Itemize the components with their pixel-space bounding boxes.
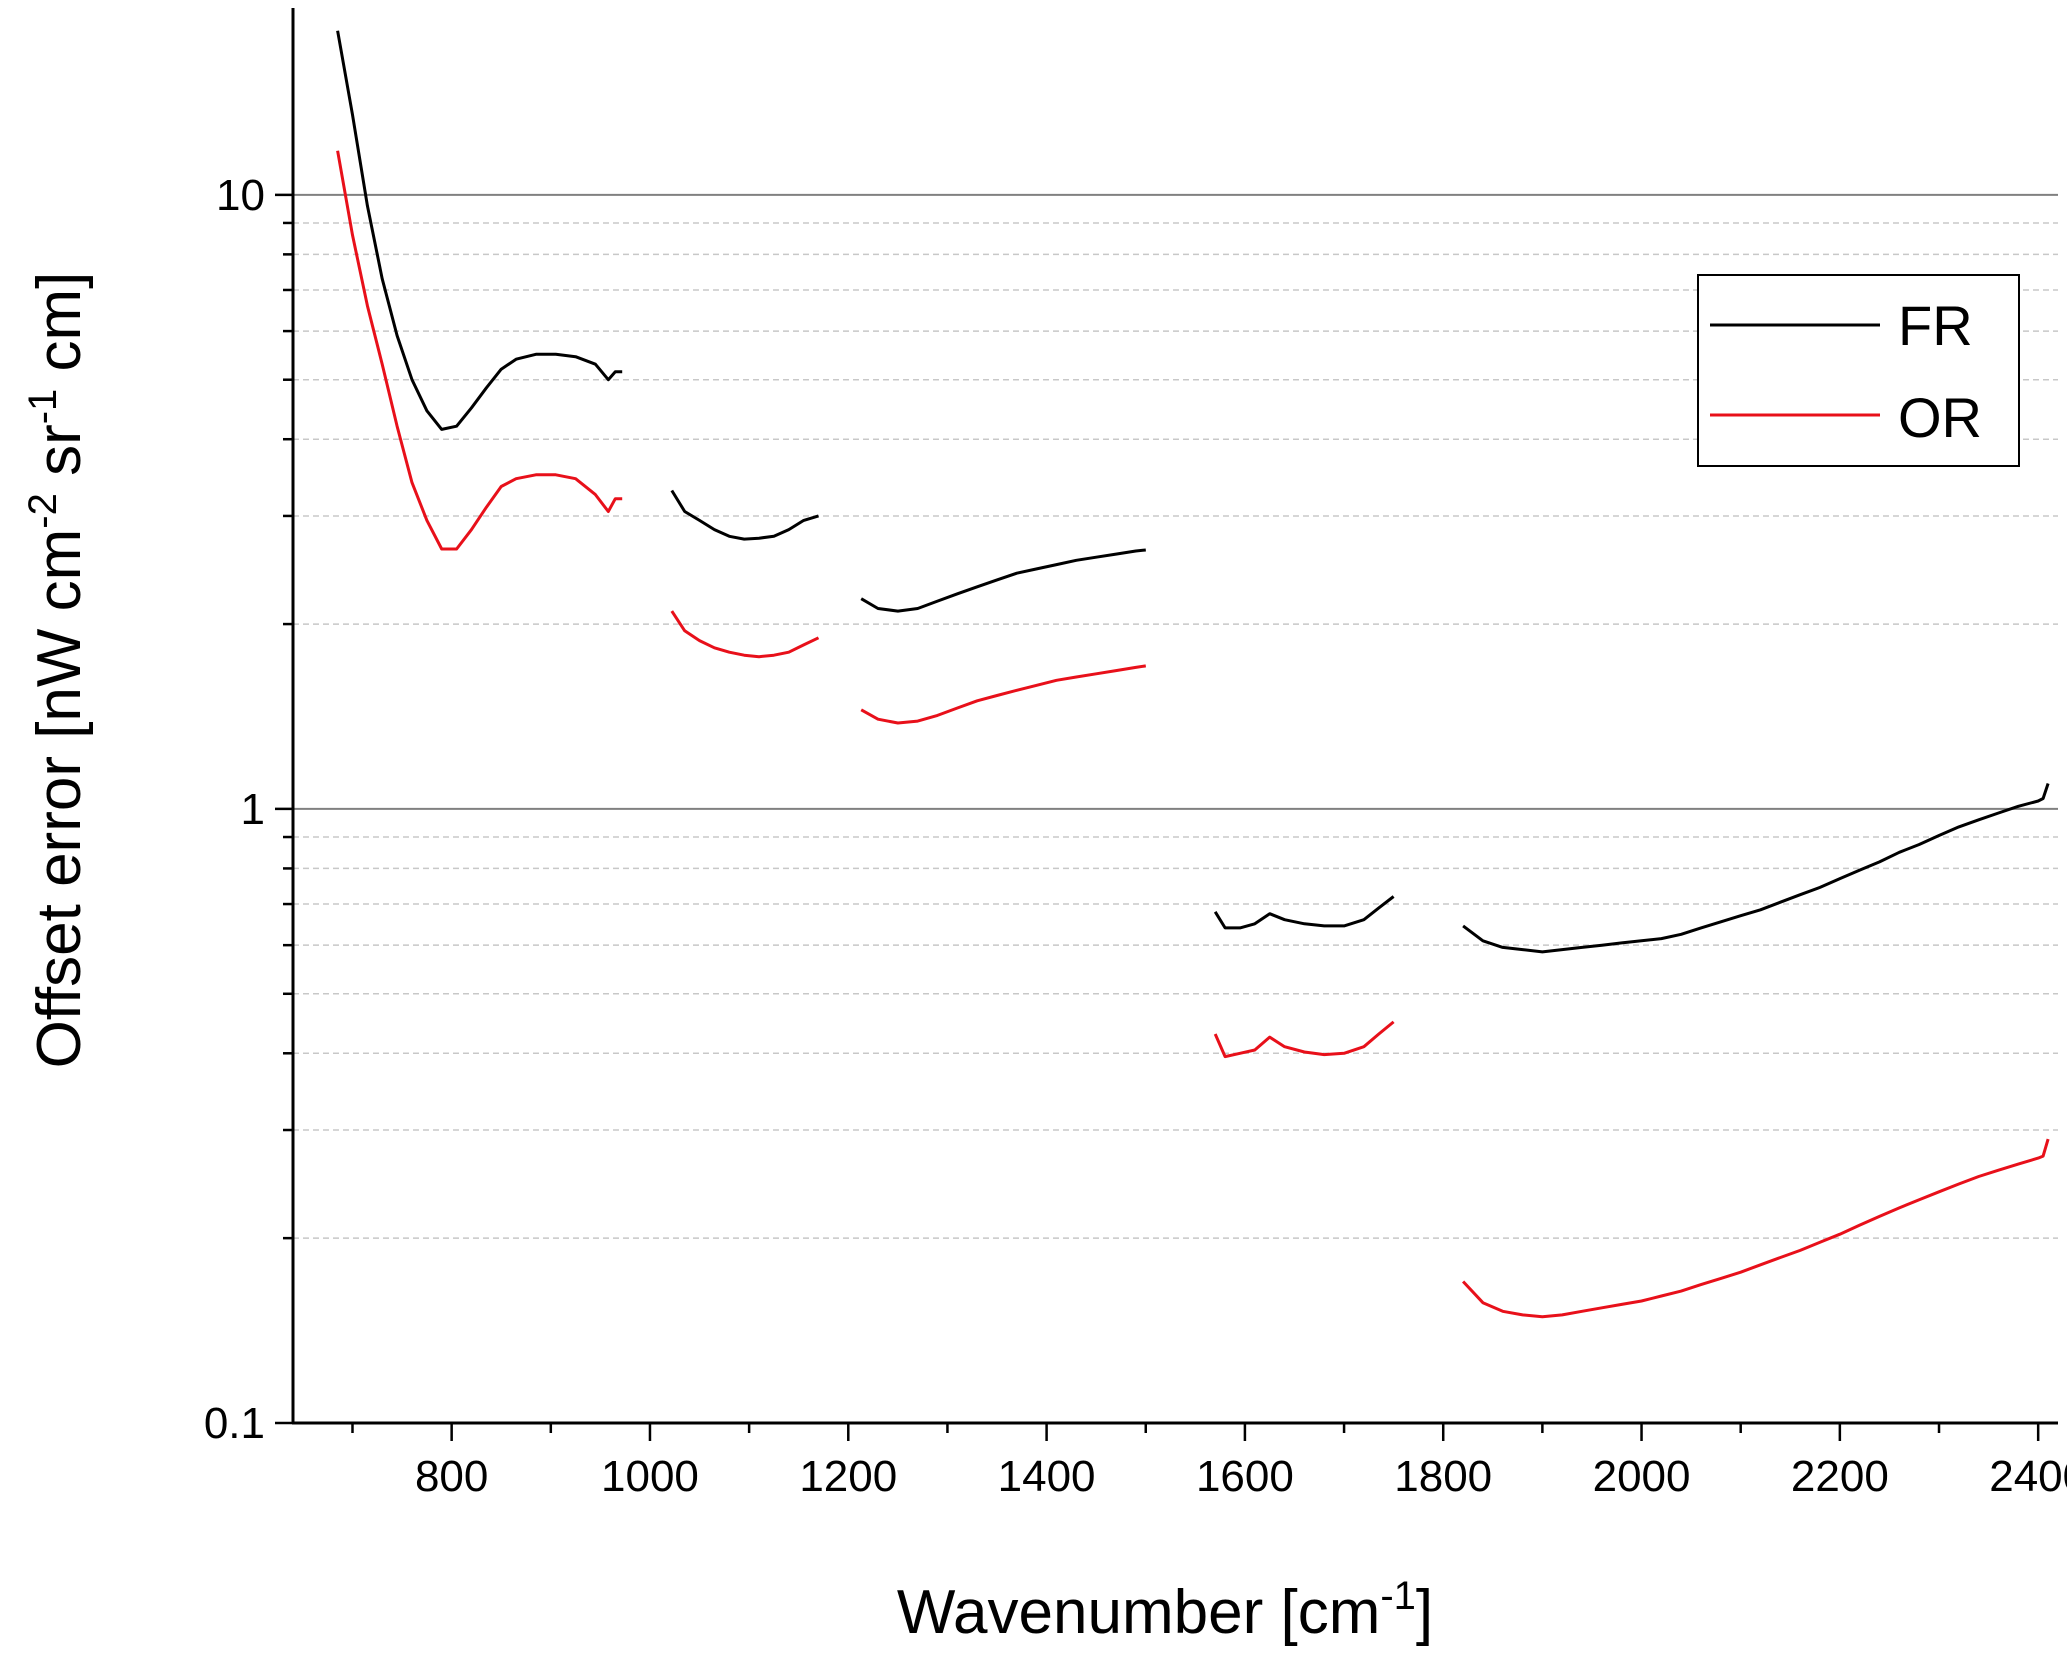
- legend-label-or: OR: [1898, 386, 1982, 449]
- series-or-segment-4: [1213, 1020, 1395, 1059]
- x-tick-label: 1400: [998, 1452, 1096, 1501]
- series-fr-segment-4: [1213, 895, 1395, 930]
- x-tick-label: 1800: [1394, 1452, 1492, 1501]
- series-or-segment-3: [860, 664, 1147, 725]
- y-tick-label: 10: [216, 171, 265, 220]
- y-tick-label: 0.1: [204, 1399, 265, 1448]
- series-fr-segment-1: [336, 30, 623, 431]
- y-tick-label: 1: [241, 785, 265, 834]
- x-tick-label: 2000: [1593, 1452, 1691, 1501]
- series-layer: [336, 30, 2050, 1319]
- x-axis-title: Wavenumber [cm-1]: [897, 1574, 1433, 1647]
- series-or-segment-5: [1462, 1138, 2050, 1319]
- x-tick-label: 1600: [1196, 1452, 1294, 1501]
- series-fr-segment-2: [670, 489, 819, 541]
- series-fr-segment-5: [1462, 783, 2050, 954]
- x-tick-label: 800: [415, 1452, 488, 1501]
- series-or-segment-1: [336, 150, 623, 551]
- x-tick-label: 1000: [601, 1452, 699, 1501]
- legend-label-fr: FR: [1898, 294, 1973, 357]
- axes: [291, 8, 2058, 1425]
- legend-box: [1697, 274, 2020, 467]
- y-axis-title: Offset error [nW cm-2 sr-1 cm]: [21, 272, 94, 1069]
- x-tick-label: 1200: [799, 1452, 897, 1501]
- tick-marks: [275, 193, 2040, 1441]
- series-fr-segment-3: [860, 548, 1146, 613]
- x-tick-label: 2200: [1791, 1452, 1889, 1501]
- legend: FR OR: [1697, 274, 2020, 467]
- series-or-segment-2: [670, 610, 820, 659]
